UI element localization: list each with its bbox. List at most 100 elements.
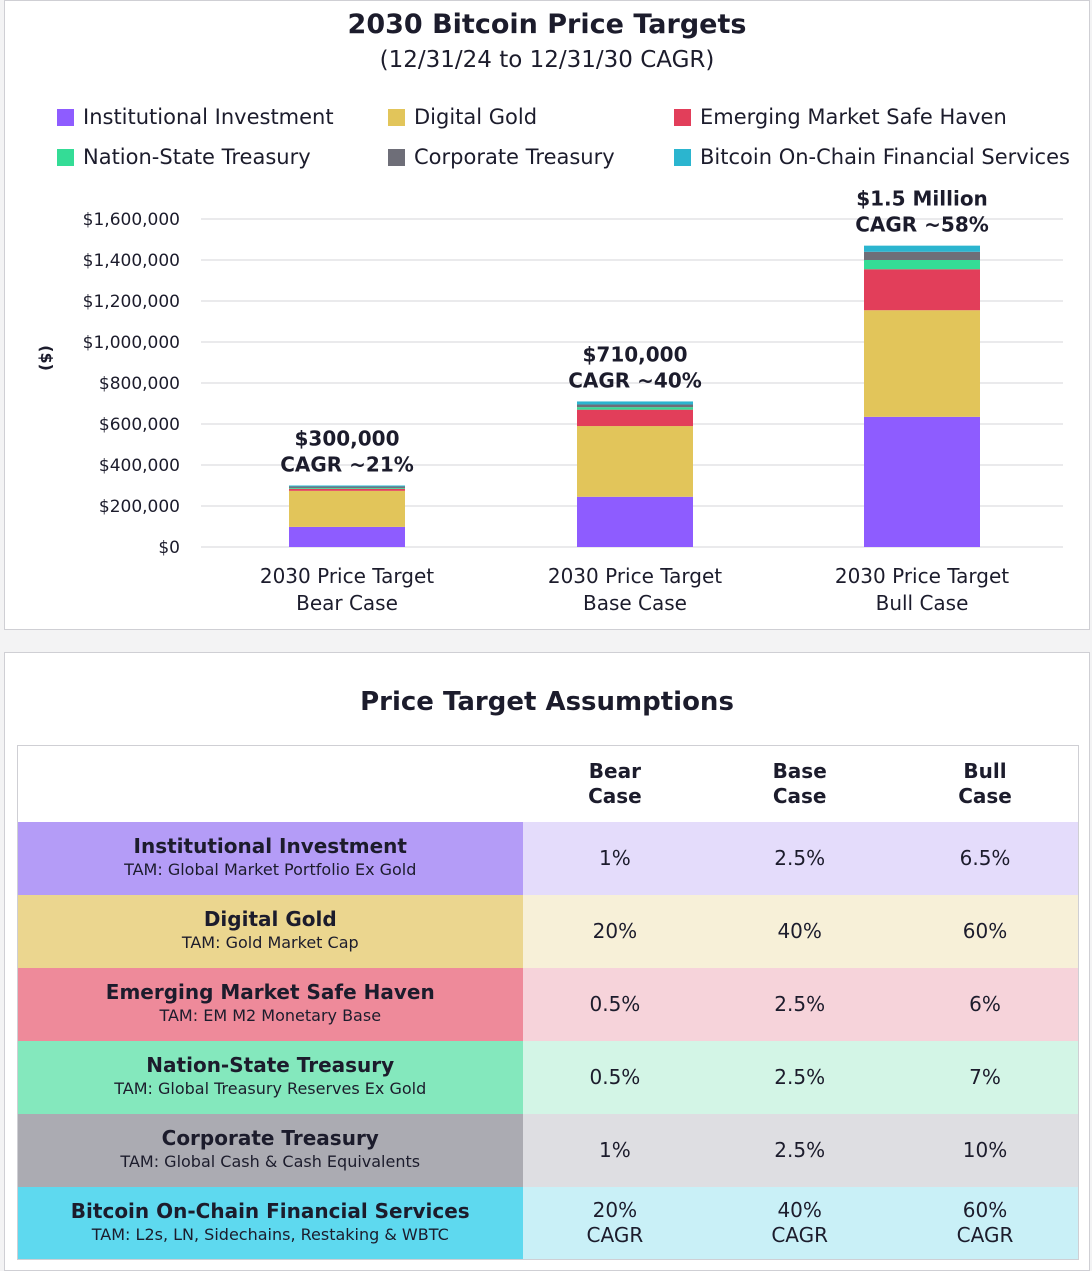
x-category-label: Bull Case (876, 591, 969, 615)
bar-segment-nation-state (864, 260, 980, 270)
legend-label: Institutional Investment (83, 105, 334, 129)
legend-label: Bitcoin On-Chain Financial Services (700, 145, 1070, 169)
y-axis-ticks: $0 $200,000 $400,000 $600,000 $800,000 $1,000… (83, 210, 180, 558)
table-body: Institutional Investment TAM: Global Mark… (17, 821, 1079, 1260)
legend-swatch-corporate (388, 148, 405, 166)
bar-segment-nation-state (289, 487, 405, 489)
cell-value: CAGR (956, 1222, 1014, 1247)
table-row: Emerging Market Safe Haven TAM: EM M2 Mon… (17, 967, 1079, 1041)
cell-value: 2.5% (774, 1137, 826, 1162)
cell-value: 0.5% (589, 991, 641, 1016)
cell-value: 1% (599, 845, 631, 870)
value-cell-bear: 20% (522, 894, 708, 968)
cell-value: 7% (969, 1064, 1001, 1089)
bar-segment-corporate (864, 251, 980, 260)
legend-swatch-nation-state (57, 148, 74, 166)
legend-item-corporate: Corporate Treasury (388, 145, 615, 169)
table-row: Digital Gold TAM: Gold Market Cap 20% 40% 60… (17, 894, 1079, 968)
bar-segment-onchain (864, 245, 980, 252)
annotation-cagr: CAGR ~40% (568, 368, 702, 392)
chart-subtitle: (12/31/24 to 12/31/30 CAGR) (379, 47, 715, 73)
bar-segment-nation-state (577, 407, 693, 410)
bar-segment-institutional (289, 526, 405, 547)
y-tick-label: $1,600,000 (83, 210, 180, 230)
y-tick-label: $1,200,000 (83, 292, 180, 312)
row-tam: TAM: Global Market Portfolio Ex Gold (124, 860, 417, 879)
cell-value: 2.5% (774, 845, 826, 870)
row-tam: TAM: Gold Market Cap (181, 933, 359, 952)
value-cell-bull: 6.5% (892, 821, 1079, 895)
value-cell-bull: 60% CAGR (892, 1186, 1079, 1260)
y-tick-label: $600,000 (99, 415, 180, 435)
bar-segment-em-safe-haven (864, 269, 980, 311)
legend-item-nation-state: Nation-State Treasury (57, 145, 311, 169)
value-cell-base: 40% CAGR (707, 1186, 893, 1260)
legend-swatch-digital-gold (388, 108, 405, 126)
legend-label: Nation-State Treasury (83, 145, 311, 169)
row-name: Corporate Treasury (161, 1126, 379, 1150)
legend-item-em-safe-haven: Emerging Market Safe Haven (674, 105, 1007, 129)
value-cell-bull: 6% (892, 967, 1079, 1041)
bar-segment-em-safe-haven (289, 488, 405, 491)
cell-value: 0.5% (589, 1064, 641, 1089)
cell-value: 2.5% (774, 1064, 826, 1089)
header-bull-case: Bull Case (892, 745, 1079, 822)
row-name: Nation-State Treasury (146, 1053, 395, 1077)
row-label-cell: Corporate Treasury TAM: Global Cash & Cas… (17, 1113, 523, 1187)
row-label-cell: Bitcoin On-Chain Financial Services TAM: … (17, 1186, 523, 1260)
x-category-label: Bear Case (296, 591, 398, 615)
value-cell-base: 2.5% (707, 1040, 893, 1114)
annotation-cagr: CAGR ~58% (855, 213, 989, 237)
y-tick-label: $200,000 (99, 497, 180, 517)
value-cell-bull: 60% (892, 894, 1079, 968)
row-label-cell: Emerging Market Safe Haven TAM: EM M2 Mon… (17, 967, 523, 1041)
cell-value: 6% (969, 991, 1001, 1016)
value-cell-bear: 20% CAGR (522, 1186, 708, 1260)
legend-label: Digital Gold (414, 105, 538, 129)
legend-label: Emerging Market Safe Haven (700, 105, 1007, 129)
legend-item-institutional: Institutional Investment (57, 105, 334, 129)
row-tam: TAM: EM M2 Monetary Base (159, 1006, 382, 1025)
bar-segment-digital-gold (864, 310, 980, 417)
value-cell-bull: 7% (892, 1040, 1079, 1114)
chart-panel: 2030 Bitcoin Price Targets (12/31/24 to … (4, 0, 1090, 630)
legend-swatch-onchain (674, 148, 691, 166)
cell-value: 1% (599, 1137, 631, 1162)
value-cell-base: 2.5% (707, 821, 893, 895)
annotation-cagr: CAGR ~21% (280, 453, 414, 477)
legend-label: Corporate Treasury (414, 145, 615, 169)
x-category-label: 2030 Price Target (260, 564, 434, 588)
header-empty (17, 745, 523, 822)
table-header-row: Bear Case Base Case Bull Case (17, 745, 1079, 822)
bar-segment-corporate (289, 486, 405, 488)
cell-value: 6.5% (959, 845, 1011, 870)
row-tam: TAM: L2s, LN, Sidechains, Restaking & WB… (91, 1224, 449, 1244)
annotation-price: $300,000 (294, 427, 399, 451)
table-row: Nation-State Treasury TAM: Global Treasur… (17, 1040, 1079, 1114)
y-tick-label: $1,000,000 (83, 333, 180, 353)
y-axis-label: ($) (37, 345, 56, 371)
legend-item-digital-gold: Digital Gold (388, 105, 537, 129)
table-row: Bitcoin On-Chain Financial Services TAM: … (17, 1186, 1079, 1260)
bar-segment-corporate (577, 404, 693, 408)
y-tick-label: $400,000 (99, 456, 180, 476)
cell-value: CAGR (586, 1222, 644, 1247)
y-tick-label: $1,400,000 (83, 251, 180, 271)
annotation-price: $710,000 (582, 342, 687, 366)
row-tam: TAM: Global Cash & Cash Equivalents (120, 1152, 421, 1171)
value-cell-bear: 1% (522, 821, 708, 895)
header-bear-case: Bear Case (522, 745, 708, 822)
row-label-cell: Digital Gold TAM: Gold Market Cap (17, 894, 523, 968)
value-cell-bear: 0.5% (522, 1040, 708, 1114)
row-name: Institutional Investment (133, 834, 407, 858)
bar-segment-institutional (577, 496, 693, 547)
x-category-label: Base Case (583, 591, 687, 615)
cell-value: 10% (962, 1137, 1008, 1162)
row-label-cell: Nation-State Treasury TAM: Global Treasur… (17, 1040, 523, 1114)
row-label-cell: Institutional Investment TAM: Global Mark… (17, 821, 523, 895)
row-name: Emerging Market Safe Haven (105, 980, 435, 1004)
bars (289, 245, 980, 547)
value-cell-base: 2.5% (707, 967, 893, 1041)
cell-value: 20% (592, 1197, 638, 1222)
cell-value: 40% (777, 1197, 822, 1222)
